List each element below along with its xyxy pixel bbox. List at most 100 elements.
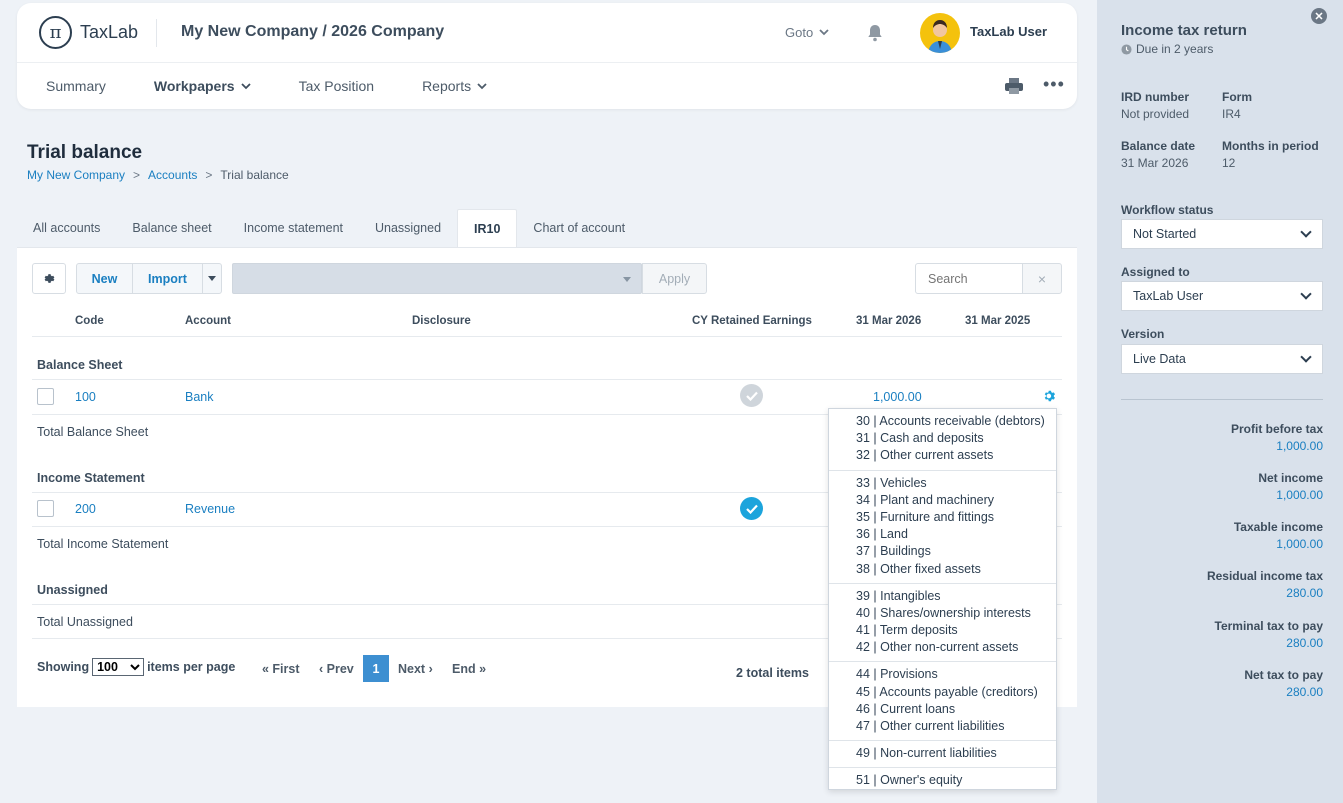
divider	[32, 526, 1062, 527]
logo-pi-icon: π	[39, 16, 72, 49]
tab-unassigned[interactable]: Unassigned	[375, 221, 442, 235]
dropdown-option[interactable]: 46 | Current loans	[856, 701, 956, 716]
tab-income-statement[interactable]: Income statement	[243, 221, 343, 235]
col-31-mar-2025[interactable]: 31 Mar 2025	[965, 315, 1031, 327]
nav-workpapers[interactable]: Workpapers	[154, 78, 251, 94]
row-value-2026[interactable]: 1,000.00	[873, 390, 922, 404]
company-title[interactable]: My New Company / 2026 Company	[181, 23, 445, 40]
goto-button[interactable]: Goto	[785, 25, 829, 40]
col-account[interactable]: Account	[185, 315, 231, 327]
due-text: Due in 2 years	[1136, 42, 1214, 56]
bulk-action-select[interactable]	[232, 263, 642, 294]
residual-income-tax-value[interactable]: 280.00	[1286, 586, 1323, 600]
search-input[interactable]	[915, 263, 1023, 294]
row-code[interactable]: 100	[75, 390, 96, 404]
close-icon[interactable]: ✕	[1311, 8, 1327, 24]
net-tax-value[interactable]: 280.00	[1286, 685, 1323, 699]
col-disclosure[interactable]: Disclosure	[412, 315, 471, 327]
clock-icon	[1121, 43, 1132, 55]
col-code[interactable]: Code	[75, 315, 104, 327]
clear-search-icon[interactable]: ×	[1022, 263, 1062, 294]
more-options-icon[interactable]: •••	[1043, 74, 1065, 94]
cy-retained-check-icon[interactable]	[740, 384, 763, 407]
dropdown-option[interactable]: 47 | Other current liabilities	[856, 719, 1005, 733]
prev-page-link[interactable]: ‹ Prev	[319, 662, 354, 676]
import-dropdown-button[interactable]	[202, 263, 222, 294]
breadcrumb-company[interactable]: My New Company	[27, 168, 126, 182]
new-button[interactable]: New	[76, 263, 133, 294]
first-page-link[interactable]: « First	[262, 662, 300, 676]
end-page-link[interactable]: End »	[452, 662, 487, 676]
bell-icon[interactable]	[865, 23, 885, 43]
nav-tax-position-label: Tax Position	[298, 78, 375, 94]
dropdown-group: 51 | Owner's equity	[829, 768, 1056, 794]
taxable-income-value[interactable]: 1,000.00	[1276, 537, 1323, 551]
settings-button[interactable]	[32, 263, 66, 294]
workflow-status-select[interactable]: Not Started	[1121, 219, 1323, 249]
dropdown-option[interactable]: 37 | Buildings	[856, 544, 931, 559]
terminal-tax-value[interactable]: 280.00	[1286, 636, 1323, 650]
months-label: Months in period	[1222, 139, 1319, 153]
page-1-button[interactable]: 1	[363, 655, 389, 682]
dropdown-group: 49 | Non-current liabilities	[829, 741, 1056, 769]
profit-before-tax-value[interactable]: 1,000.00	[1276, 439, 1323, 453]
import-button[interactable]: Import	[132, 263, 203, 294]
dropdown-option[interactable]: 35 | Furniture and fittings	[856, 509, 995, 524]
dropdown-option[interactable]: 30 | Accounts receivable (debtors)	[856, 414, 1045, 428]
cy-retained-check-icon[interactable]	[740, 497, 763, 520]
balance-date-label: Balance date	[1121, 139, 1196, 153]
print-icon[interactable]	[1004, 77, 1024, 95]
tab-ir10[interactable]: IR10	[457, 209, 518, 248]
nav-summary[interactable]: Summary	[46, 78, 106, 94]
per-page-select[interactable]: 100	[92, 658, 145, 676]
row-gear-icon[interactable]	[1043, 389, 1057, 403]
divider	[32, 379, 1062, 380]
sidebar-divider	[1121, 399, 1323, 400]
assigned-to-select[interactable]: TaxLab User	[1121, 281, 1323, 311]
dropdown-option[interactable]: 31 | Cash and deposits	[856, 431, 984, 446]
dropdown-option[interactable]: 51 | Owner's equity	[856, 773, 963, 788]
dropdown-group: 39 | Intangibles 40 | Shares/ownership i…	[829, 584, 1056, 663]
dropdown-option[interactable]: 38 | Other fixed assets	[856, 561, 981, 576]
apply-button[interactable]: Apply	[642, 263, 707, 294]
col-cy-retained-earnings[interactable]: CY Retained Earnings	[692, 315, 812, 327]
workflow-value: Not Started	[1133, 227, 1197, 241]
ird-label: IRD number	[1121, 90, 1190, 104]
breadcrumb-accounts[interactable]: Accounts	[148, 168, 198, 182]
dropdown-option[interactable]: 40 | Shares/ownership interests	[856, 605, 1031, 620]
avatar[interactable]	[920, 13, 960, 53]
col-31-mar-2026[interactable]: 31 Mar 2026	[856, 315, 922, 327]
dropdown-option[interactable]: 33 | Vehicles	[856, 475, 927, 490]
nav-reports[interactable]: Reports	[422, 78, 487, 94]
dropdown-option[interactable]: 45 | Accounts payable (creditors)	[856, 684, 1038, 699]
row-checkbox[interactable]	[37, 500, 54, 517]
breadcrumb-separator: >	[133, 168, 141, 182]
nav-tax-position[interactable]: Tax Position	[299, 78, 374, 94]
tab-balance-sheet[interactable]: Balance sheet	[132, 221, 212, 235]
breadcrumb-separator: >	[205, 168, 213, 182]
net-income-value[interactable]: 1,000.00	[1276, 488, 1323, 502]
divider	[32, 604, 1062, 605]
tab-chart-of-account[interactable]: Chart of account	[533, 221, 626, 235]
dropdown-option[interactable]: 41 | Term deposits	[856, 623, 958, 638]
goto-label: Goto	[785, 25, 814, 40]
tab-all-accounts[interactable]: All accounts	[33, 221, 101, 235]
dropdown-option[interactable]: 49 | Non-current liabilities	[856, 746, 997, 761]
dropdown-option[interactable]: 44 | Provisions	[856, 667, 938, 682]
row-account[interactable]: Revenue	[185, 502, 236, 516]
version-select[interactable]: Live Data	[1121, 344, 1323, 374]
next-page-link[interactable]: Next ›	[398, 662, 433, 676]
dropdown-option[interactable]: 32 | Other current assets	[856, 448, 994, 463]
row-code[interactable]: 200	[75, 502, 96, 516]
dropdown-option[interactable]: 39 | Intangibles	[856, 588, 941, 603]
dropdown-option[interactable]: 34 | Plant and machinery	[856, 492, 995, 507]
row-checkbox[interactable]	[37, 388, 54, 405]
row-account[interactable]: Bank	[185, 390, 214, 404]
main-nav: Summary Workpapers Tax Position Reports	[46, 78, 535, 94]
dropdown-option[interactable]: 42 | Other non-current assets	[856, 640, 1019, 655]
section-income-statement: Income Statement	[37, 471, 145, 485]
logo[interactable]: π TaxLab	[39, 16, 138, 49]
form-label: Form	[1222, 90, 1252, 104]
dropdown-option[interactable]: 36 | Land	[856, 527, 908, 542]
user-name[interactable]: TaxLab User	[970, 24, 1048, 39]
